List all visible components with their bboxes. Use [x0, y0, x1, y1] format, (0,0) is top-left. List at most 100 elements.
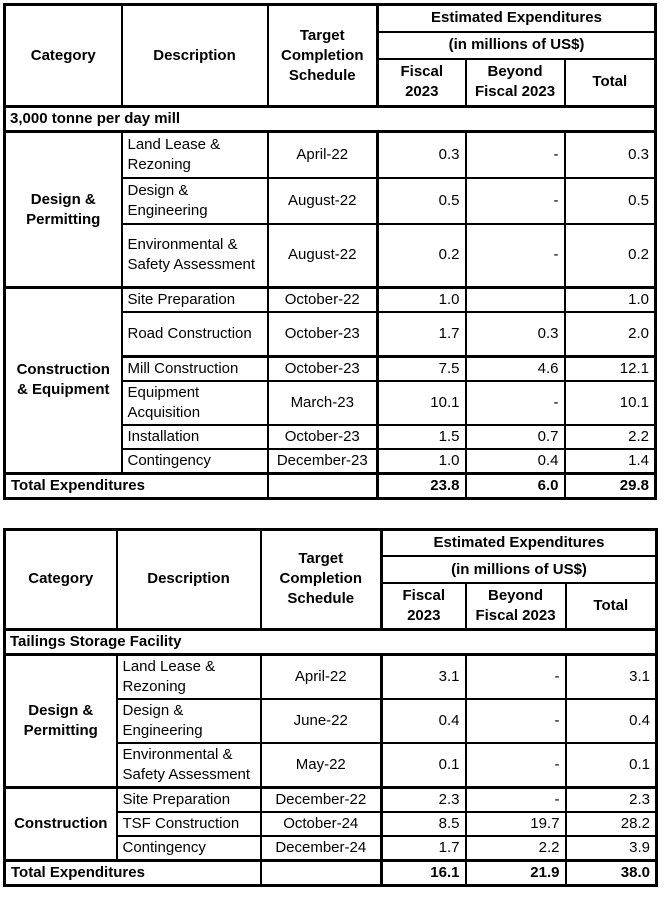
category-cell-design-permitting: Design & Permitting [3, 130, 123, 289]
cell-beyond: - [464, 176, 566, 225]
column-header-fiscal-2023: Fiscal 2023 [376, 57, 467, 108]
cell-total: 0.3 [563, 130, 657, 179]
column-header-estimated-expenditures: Estimated Expenditures [380, 528, 658, 557]
cell-schedule: October-22 [266, 286, 379, 313]
column-header-schedule: Target Completion Schedule [259, 528, 383, 630]
cell-schedule: October-23 [266, 354, 379, 382]
cell-beyond: - [464, 379, 566, 426]
cell-fiscal: 1.7 [376, 311, 467, 357]
cell-description: Design & Engineering [120, 176, 269, 225]
cell-beyond: 4.6 [464, 354, 566, 382]
cell-description: Environmental & Safety Assessment [115, 741, 262, 788]
cell-fiscal: 1.0 [376, 286, 467, 313]
total-row-label: Total Expenditures [3, 858, 262, 886]
cell-description: Land Lease & Rezoning [120, 130, 269, 179]
cell-schedule: May-22 [259, 741, 383, 788]
column-header-beyond-fiscal-2023: Beyond Fiscal 2023 [464, 57, 566, 108]
cell-description: Contingency [115, 834, 262, 861]
column-header-description: Description [120, 3, 269, 108]
mill-expenditures-table: Category Description Target Completion S… [3, 3, 657, 500]
total-row-schedule-empty [266, 471, 379, 499]
cell-beyond: - [464, 741, 567, 788]
total-row-beyond: 21.9 [464, 858, 567, 886]
cell-schedule: August-22 [266, 222, 379, 289]
cell-schedule: October-23 [266, 423, 379, 450]
cell-beyond: 0.4 [464, 447, 566, 474]
total-row-fiscal: 16.1 [380, 858, 467, 886]
cell-fiscal: 0.5 [376, 176, 467, 225]
cell-schedule: August-22 [266, 176, 379, 225]
total-row-total: 38.0 [564, 858, 658, 886]
cell-beyond: 19.7 [464, 810, 567, 837]
cell-total: 0.1 [564, 741, 658, 788]
cell-beyond: 0.3 [464, 311, 566, 357]
cell-description: Design & Engineering [115, 697, 262, 744]
cell-description: Mill Construction [120, 354, 269, 382]
total-row-label: Total Expenditures [3, 471, 269, 499]
cell-total: 0.2 [563, 222, 657, 289]
cell-fiscal: 8.5 [380, 810, 467, 837]
cell-schedule: October-23 [266, 311, 379, 357]
cell-description: Environmental & Safety Assessment [120, 222, 269, 289]
column-header-total: Total [563, 57, 657, 108]
cell-beyond: - [464, 785, 567, 813]
cell-total: 10.1 [563, 379, 657, 426]
cell-fiscal: 0.3 [376, 130, 467, 179]
cell-schedule: March-23 [266, 379, 379, 426]
cell-beyond: 2.2 [464, 834, 567, 861]
column-header-category: Category [3, 3, 123, 108]
section-header-mill: 3,000 tonne per day mill [3, 105, 657, 133]
cell-description: Land Lease & Rezoning [115, 653, 262, 700]
column-header-total: Total [564, 582, 658, 630]
cell-description: Site Preparation [120, 286, 269, 313]
cell-beyond: - [464, 697, 567, 744]
table-gap [3, 500, 668, 528]
total-row-beyond: 6.0 [464, 471, 566, 499]
column-header-estimated-expenditures: Estimated Expenditures [376, 3, 657, 33]
cell-schedule: April-22 [259, 653, 383, 700]
cell-fiscal: 1.7 [380, 834, 467, 861]
cell-schedule: December-23 [266, 447, 379, 474]
cell-total: 0.4 [564, 697, 658, 744]
column-header-category: Category [3, 528, 118, 630]
cell-total: 3.9 [564, 834, 658, 861]
tsf-expenditures-table: Category Description Target Completion S… [3, 527, 658, 887]
cell-description: Installation [120, 423, 269, 450]
cell-fiscal: 7.5 [376, 354, 467, 382]
cell-description: Site Preparation [115, 785, 262, 813]
cell-fiscal: 0.1 [380, 741, 467, 788]
cell-schedule: December-22 [259, 785, 383, 813]
cell-schedule: June-22 [259, 697, 383, 744]
column-header-units: (in millions of US$) [380, 555, 658, 584]
total-row-total: 29.8 [563, 471, 657, 499]
cell-total: 12.1 [563, 354, 657, 382]
cell-schedule: April-22 [266, 130, 379, 179]
cell-total: 0.5 [563, 176, 657, 225]
column-header-beyond-fiscal-2023: Beyond Fiscal 2023 [464, 582, 567, 630]
section-header-tailings: Tailings Storage Facility [3, 627, 658, 656]
total-row-fiscal: 23.8 [376, 471, 467, 499]
cell-beyond: - [464, 653, 567, 700]
cell-beyond: - [464, 130, 566, 179]
column-header-fiscal-2023: Fiscal 2023 [380, 582, 467, 630]
cell-description: Road Construction [120, 311, 269, 357]
cell-schedule: December-24 [259, 834, 383, 861]
column-header-units: (in millions of US$) [376, 30, 657, 60]
cell-fiscal: 2.3 [380, 785, 467, 813]
column-header-description: Description [115, 528, 262, 630]
cell-total: 2.2 [563, 423, 657, 450]
cell-total: 3.1 [564, 653, 658, 700]
cell-total: 1.4 [563, 447, 657, 474]
cell-beyond: 0.7 [464, 423, 566, 450]
cell-fiscal: 1.5 [376, 423, 467, 450]
cell-total: 28.2 [564, 810, 658, 837]
cell-total: 2.0 [563, 311, 657, 357]
cell-description: Equipment Acquisition [120, 379, 269, 426]
cell-fiscal: 0.2 [376, 222, 467, 289]
column-header-schedule: Target Completion Schedule [266, 3, 379, 108]
cell-fiscal: 0.4 [380, 697, 467, 744]
cell-fiscal: 3.1 [380, 653, 467, 700]
cell-total: 2.3 [564, 785, 658, 813]
category-cell-design-permitting: Design & Permitting [3, 653, 118, 788]
